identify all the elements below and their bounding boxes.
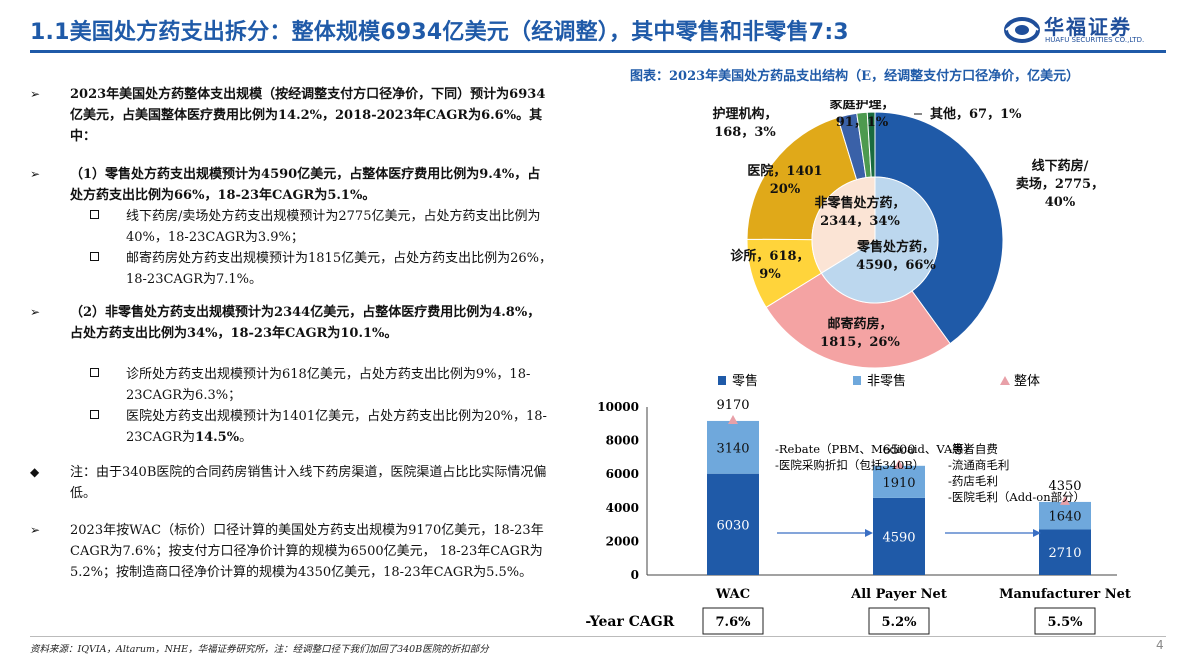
paragraph-overall-text: 2023年美国处方药整体支出规模（按经调整支付方口径净价，下同）预计为6934亿…: [70, 87, 546, 144]
logo-text-en: HUAFU SECURITIES CO.,LTD.: [1045, 36, 1145, 44]
legend-label-1: 非零售: [867, 373, 906, 389]
x-tick-label-0: WAC: [715, 587, 750, 602]
sub-item-clinic-text: 诊所处方药支出规模预计为618亿美元，占处方药支出比例为9%，18-23CAGR…: [126, 367, 531, 403]
cagr-box-1: [868, 607, 930, 635]
paragraph-retail: ➢ （1）零售处方药支出规模预计为4590亿美元，占整体医疗费用比例为9.4%，…: [30, 164, 552, 206]
paragraph-wac-text: 2023年按WAC（标价）口径计算的美国处方药支出规模为9170亿美元，18-2…: [70, 523, 544, 580]
paragraph-retail-text: （1）零售处方药支出规模预计为4590亿美元，占整体医疗费用比例为9.4%，占处…: [70, 167, 541, 203]
arrow-bullet-icon: ➢: [30, 167, 41, 181]
cagr-box-2: [1034, 607, 1096, 635]
sub-item-hospital-text: 医院处方药支出规模预计为1401亿美元，占处方药支出比例为20%，18-23CA…: [126, 409, 547, 445]
pie-label-nursing: 护理机构， 168，3%: [712, 106, 777, 140]
bar-非零售-1: [873, 465, 925, 498]
company-logo: 华福证券 HUAFU SECURITIES CO.,LTD.: [1004, 10, 1184, 50]
source-footnote: 资料来源：IQVIA，Altarum，NHE，华福证券研究所，注：经调整口径下我…: [30, 644, 489, 655]
sub-item-hospital: 医院处方药支出规模预计为1401亿美元，占处方药支出比例为20%，18-23CA…: [90, 406, 552, 448]
bar-value-label-1-0: 3140: [716, 441, 749, 456]
square-bullet-icon: [90, 252, 99, 261]
total-value-label-0: 9170: [716, 398, 749, 413]
bar-value-label-1-1: 1910: [882, 476, 915, 491]
pie-label-mail: 邮寄药房， 1815，26%: [820, 316, 900, 350]
annotation-1: -患者自费-流通商毛利-药店毛利-医院毛利（Add-on部分）: [948, 442, 1085, 504]
stacked-bar-chart: 0 2000 4000 6000 8000 10000 6030 3140 9170 WAC 7.6…: [585, 373, 1131, 635]
square-bullet-icon: [90, 410, 99, 419]
sub-item-clinic: 诊所处方药支出规模预计为618亿美元，占处方药支出比例为9%，18-23CAGR…: [90, 364, 552, 406]
footer-divider: [30, 636, 1166, 637]
chart-title: 图表：2023年美国处方药品支出结构（E，经调整支付方口径净价，亿美元）: [630, 69, 1080, 84]
square-bullet-icon: [90, 368, 99, 377]
paragraph-wac: ➢ 2023年按WAC（标价）口径计算的美国处方药支出规模为9170亿美元，18…: [30, 520, 552, 583]
y-tick-label-2: 4000: [606, 501, 639, 515]
arrow-bullet-icon: ➢: [30, 523, 41, 537]
y-tick-label-4: 8000: [606, 434, 639, 448]
total-value-label-2: 4350: [1048, 479, 1081, 494]
annotation-arrow-head-0: [865, 529, 873, 537]
total-value-label-1: 6500: [882, 443, 915, 458]
inner-slice-0: [820, 176, 939, 304]
paragraph-note-text: 注：由于340B医院的合同药房销售计入线下药房渠道，医院渠道占比比实际情况偏低。: [70, 465, 547, 501]
legend-marker-1: [853, 376, 861, 385]
inner-label-nonretail: 非零售处方药， 2344，34%: [814, 195, 905, 229]
y-tick-label-3: 6000: [606, 467, 639, 481]
bar-零售-2: [1039, 529, 1091, 575]
cagr-box-0: [702, 607, 764, 635]
bar-非零售-2: [1039, 501, 1091, 530]
total-marker-0: [728, 414, 738, 424]
paragraph-nonretail: ➢ （2）非零售处方药支出规模预计为2344亿美元，占整体医疗费用比例为4.8%…: [30, 302, 552, 344]
legend-marker-0: [718, 376, 726, 385]
legend-label-2: 整体: [1014, 374, 1040, 389]
bar-零售-0: [707, 473, 759, 575]
sub-item-mail-pharmacy: 邮寄药房处方药支出规模预计为1815亿美元，占处方药支出比例为26%，18-23…: [90, 248, 552, 290]
cagr-value-1: 5.2%: [882, 615, 918, 630]
x-tick-label-1: All Payer Net: [850, 587, 947, 602]
square-bullet-icon: [90, 210, 99, 219]
legend-marker-2: [1000, 376, 1010, 385]
bar-零售-1: [873, 497, 925, 575]
pie-chart: 线下药房/卖场，2775， 40% 邮寄药房， 1815，26% 诊所，618， 9% 医院…: [712, 100, 1104, 369]
bar-非零售-0: [707, 420, 759, 474]
cagr-value-2: 5.5%: [1048, 615, 1084, 630]
cagr-value-0: 7.6%: [716, 615, 752, 630]
paragraph-nonretail-text: （2）非零售处方药支出规模预计为2344亿美元，占整体医疗费用比例为4.8%，占…: [70, 305, 541, 341]
bar-value-label-1-2: 1640: [1048, 510, 1081, 525]
sub-item-offline-pharmacy-text: 线下药房/卖场处方药支出规模预计为2775亿美元，占处方药支出比例为40%，18…: [126, 209, 541, 245]
legend-label-0: 零售: [732, 373, 758, 389]
bar-value-label-0-1: 4590: [882, 530, 915, 545]
logo-swirl-icon: [1004, 17, 1040, 43]
y-tick-label-1: 2000: [606, 534, 639, 548]
diamond-bullet-icon: ◆: [30, 465, 40, 479]
total-marker-2: [1060, 495, 1070, 505]
cagr-row-label: 5-Year CAGR: [585, 614, 675, 630]
x-tick-label-2: Manufacturer Net: [999, 587, 1131, 602]
annotation-0: -Rebate（PBM、Medicaid、VA等）-医院采购折扣（包括340B）: [775, 442, 975, 472]
y-tick-label-0: 0: [631, 568, 639, 582]
sub-item-mail-pharmacy-text: 邮寄药房处方药支出规模预计为1815亿美元，占处方药支出比例为26%，18-23…: [126, 251, 552, 287]
inner-slice-1: [811, 176, 876, 274]
arrow-bullet-icon: ➢: [30, 305, 41, 319]
pie-label-clinic: 诊所，618， 9%: [730, 248, 809, 282]
arrow-bullet-icon: ➢: [30, 87, 41, 101]
sub-item-offline-pharmacy: 线下药房/卖场处方药支出规模预计为2775亿美元，占处方药支出比例为40%，18…: [90, 206, 552, 248]
paragraph-overall: ➢ 2023年美国处方药整体支出规模（按经调整支付方口径净价，下同）预计为693…: [30, 84, 552, 147]
logo-text-cn: 华福证券: [1044, 15, 1132, 39]
paragraph-note: ◆ 注：由于340B医院的合同药房销售计入线下药房渠道，医院渠道占比比实际情况偏…: [30, 462, 552, 504]
inner-label-retail: 零售处方药， 4590，66%: [856, 239, 936, 273]
bar-value-label-0-0: 6030: [716, 518, 749, 533]
pie-label-homecare: 家庭护理， 91，1%: [829, 100, 894, 130]
pie-label-offline: 线下药房/卖场，2775， 40%: [1016, 158, 1104, 210]
annotation-arrow-head-1: [1033, 529, 1041, 537]
pie-label-other: 其他，67，1%: [930, 106, 1022, 122]
title-divider: [30, 50, 1166, 53]
y-tick-label-5: 10000: [597, 400, 639, 414]
page-title: 1.1美国处方药支出拆分：整体规模6934亿美元（经调整），其中零售和非零售7:…: [30, 20, 849, 45]
page-number: 4: [1156, 638, 1164, 652]
pie-label-hospital: 医院，1401 20%: [747, 163, 822, 197]
bar-value-label-0-2: 2710: [1048, 546, 1081, 561]
total-marker-1: [894, 459, 904, 469]
